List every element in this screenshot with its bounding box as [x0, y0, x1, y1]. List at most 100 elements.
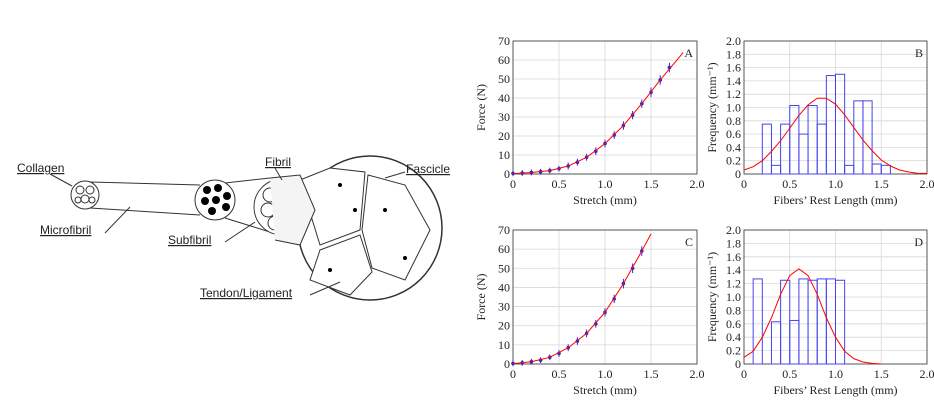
histogram-bar — [789, 319, 800, 365]
y-tick-label: 0 — [504, 167, 510, 181]
fit-curve — [512, 52, 684, 175]
diagram-label: Fascicle — [406, 162, 450, 176]
y-axis-label: Frequency (mm⁻¹) — [705, 252, 719, 342]
histogram-bar — [780, 123, 791, 175]
x-tick-label: 0.5 — [552, 177, 567, 191]
y-tick-label: 1.2 — [726, 87, 741, 101]
histogram-bar — [825, 75, 836, 175]
x-tick-label: 1.5 — [874, 367, 889, 381]
y-tick-label: 1.8 — [726, 236, 741, 250]
x-tick-label: 2.0 — [690, 177, 705, 191]
y-tick-label: 2.0 — [726, 223, 741, 237]
y-tick-label: 70 — [498, 34, 510, 48]
x-tick-label: 1.0 — [598, 177, 613, 191]
x-tick-label: 0.5 — [552, 367, 567, 381]
x-tick-label: 1.5 — [874, 177, 889, 191]
x-tick-label: 0 — [741, 367, 747, 381]
y-tick-label: 20 — [498, 319, 510, 333]
y-tick-label: 0.2 — [726, 344, 741, 358]
y-tick-label: 20 — [498, 129, 510, 143]
diagram-label: Fibril — [265, 155, 291, 169]
histogram-bar — [789, 105, 800, 175]
histogram-bar — [770, 164, 782, 175]
y-tick-label: 1.6 — [726, 61, 741, 75]
fit-curve — [512, 233, 652, 365]
y-axis-label: Frequency (mm⁻¹) — [705, 62, 719, 152]
histogram-bar — [862, 100, 873, 175]
x-axis-label: Fibers’ Rest Length (mm) — [773, 193, 897, 207]
data-point — [594, 322, 598, 326]
x-axis-label: Fibers’ Rest Length (mm) — [773, 383, 897, 397]
y-tick-label: 50 — [498, 261, 510, 275]
y-tick-label: 70 — [498, 223, 510, 237]
histogram-bar — [807, 105, 818, 175]
x-tick-label: 1.0 — [828, 177, 843, 191]
y-tick-label: 0.4 — [726, 140, 741, 154]
y-tick-label: 10 — [498, 148, 510, 162]
x-tick-label: 1.5 — [644, 367, 659, 381]
y-tick-label: 30 — [498, 110, 510, 124]
x-tick-label: 1.5 — [644, 177, 659, 191]
y-tick-label: 1.6 — [726, 250, 741, 264]
histogram-bar — [835, 279, 846, 365]
histogram-bar — [844, 164, 855, 175]
y-tick-label: 0.8 — [726, 114, 741, 128]
y-tick-label: 1.0 — [726, 290, 741, 304]
histogram-bar — [816, 123, 827, 175]
y-tick-label: 0.8 — [726, 303, 741, 317]
y-tick-label: 0.6 — [726, 317, 741, 331]
x-tick-label: 2.0 — [690, 367, 705, 381]
x-tick-label: 2.0 — [920, 367, 934, 381]
x-axis-label: Stretch (mm) — [573, 383, 637, 397]
chart: 0 0.5 1.0 1.5 2.000.20.40.60.81.01.21.41.61.… — [705, 34, 934, 207]
diagram-label: Tendon/Ligament — [200, 286, 293, 300]
y-tick-label: 30 — [498, 300, 510, 314]
panel-label: A — [684, 46, 693, 60]
y-tick-label: 40 — [498, 280, 510, 294]
y-tick-label: 0 — [735, 167, 741, 181]
histogram-bar — [770, 321, 782, 365]
y-axis-label: Force (N) — [474, 274, 488, 321]
histogram-bar — [752, 278, 763, 365]
x-tick-label: 1.0 — [598, 367, 613, 381]
panel-label: D — [914, 235, 923, 249]
y-tick-label: 1.8 — [726, 47, 741, 61]
x-tick-label: 0.5 — [782, 367, 797, 381]
histogram-bar — [816, 278, 827, 365]
x-tick-label: 0.5 — [782, 177, 797, 191]
y-tick-label: 2.0 — [726, 34, 741, 48]
y-tick-label: 0.6 — [726, 127, 741, 141]
chart: 0 0.5 1.0 1.5 2.000.20.40.60.81.01.21.41.61.… — [705, 223, 934, 397]
diagram-label: Collagen — [17, 161, 64, 175]
histogram-bar — [798, 133, 809, 175]
y-tick-label: 0.4 — [726, 330, 741, 344]
x-tick-label: 2.0 — [920, 177, 934, 191]
y-tick-label: 0.2 — [726, 154, 741, 168]
y-tick-label: 1.4 — [726, 263, 741, 277]
x-tick-label: 0 — [510, 177, 516, 191]
plot-frame — [512, 229, 698, 365]
panel-label: C — [685, 235, 693, 249]
panel-label: B — [915, 46, 923, 60]
y-tick-label: 10 — [498, 338, 510, 352]
histogram-bar — [880, 164, 891, 175]
histogram-bar — [835, 73, 846, 175]
histogram-bar — [871, 163, 882, 175]
x-tick-label: 0 — [510, 367, 516, 381]
y-tick-label: 40 — [498, 91, 510, 105]
plot-frame — [512, 40, 698, 175]
y-tick-label: 50 — [498, 72, 510, 86]
diagram-label: Microfibril — [40, 223, 91, 237]
y-tick-label: 1.0 — [726, 101, 741, 115]
x-tick-label: 1.0 — [828, 367, 843, 381]
y-tick-label: 0 — [735, 357, 741, 371]
diagram-label: Subfibril — [168, 233, 211, 247]
fit-curve — [743, 268, 882, 365]
histogram-bar — [780, 279, 791, 365]
x-tick-label: 0 — [741, 177, 747, 191]
y-tick-label: 0 — [504, 357, 510, 371]
y-tick-label: 1.2 — [726, 277, 741, 291]
y-axis-label: Force (N) — [474, 84, 488, 131]
chart: 0 0.5 1.0 1.5 2.0 0 10 20 30 40 50 60 70 Stretch (mm)… — [474, 223, 705, 397]
